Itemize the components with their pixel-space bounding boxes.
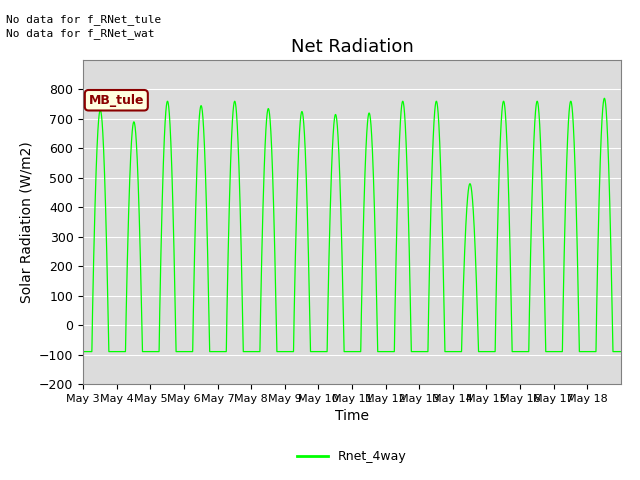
- X-axis label: Time: Time: [335, 409, 369, 423]
- Legend: Rnet_4way: Rnet_4way: [292, 445, 412, 468]
- Text: No data for f_RNet_wat: No data for f_RNet_wat: [6, 28, 155, 39]
- Text: MB_tule: MB_tule: [88, 94, 144, 107]
- Y-axis label: Solar Radiation (W/m2): Solar Radiation (W/m2): [20, 141, 33, 303]
- Title: Net Radiation: Net Radiation: [291, 37, 413, 56]
- Text: No data for f_RNet_tule: No data for f_RNet_tule: [6, 13, 162, 24]
